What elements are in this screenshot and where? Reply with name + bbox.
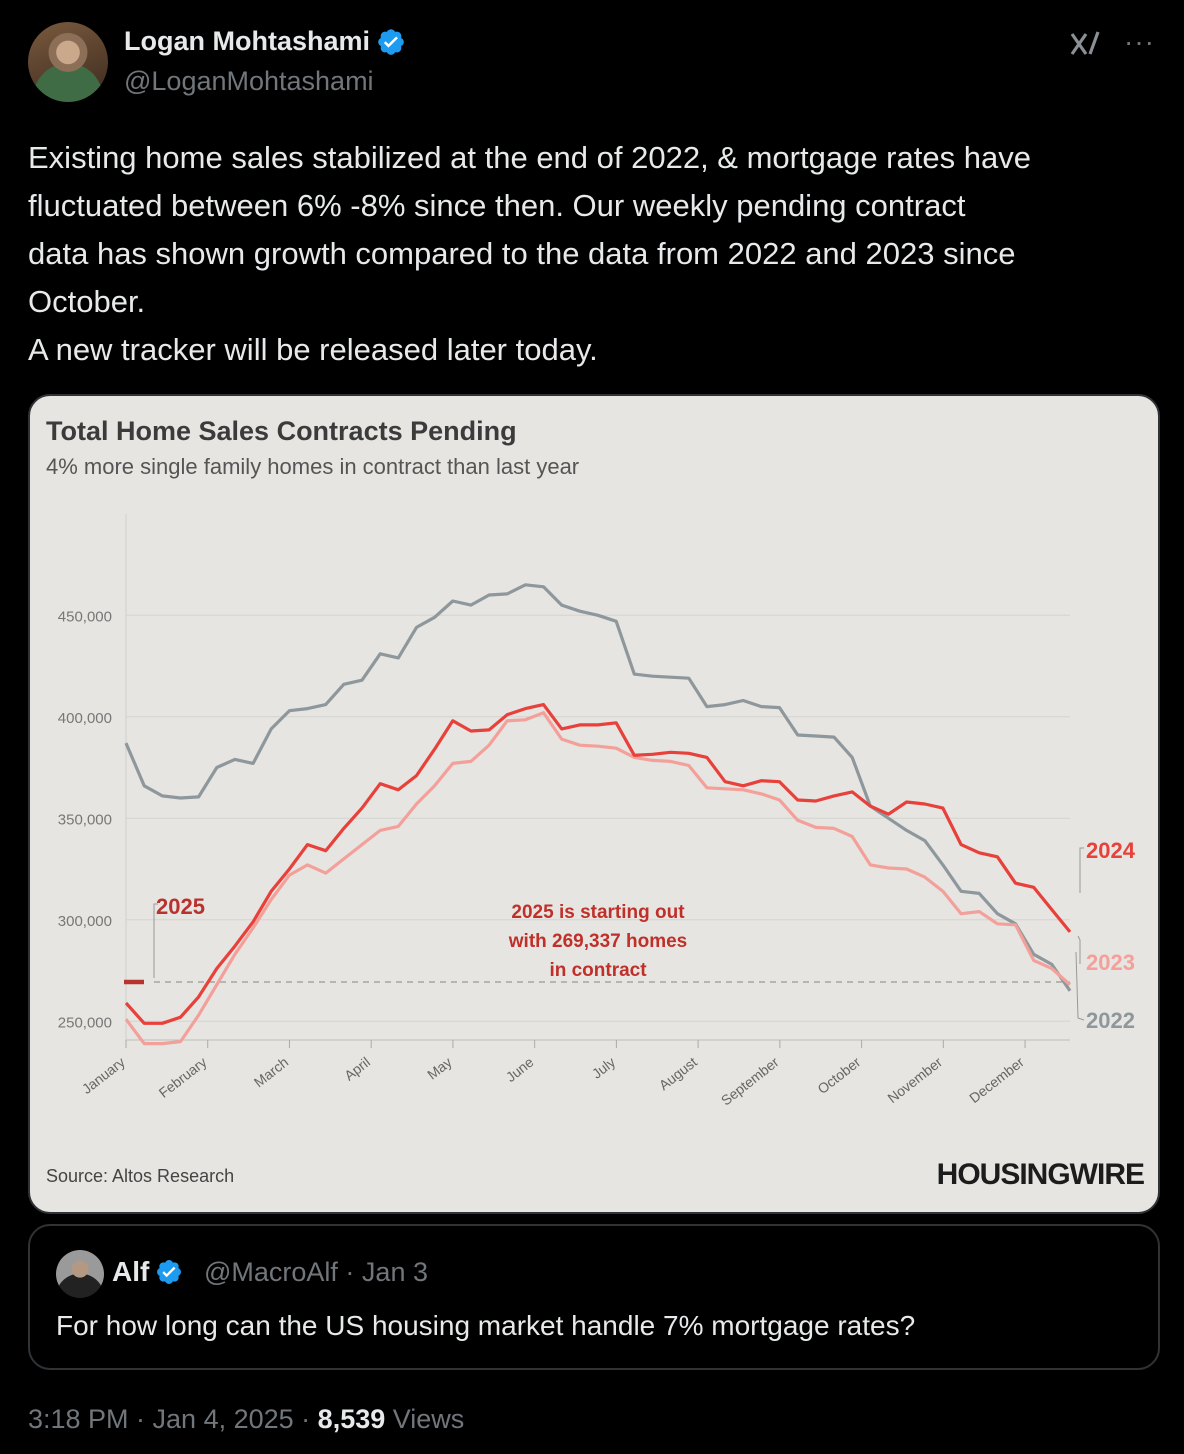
x-tick-label: January xyxy=(79,1054,128,1097)
x-tick-label: October xyxy=(814,1054,863,1097)
chart-svg: Total Home Sales Contracts Pending 4% mo… xyxy=(46,416,1145,1191)
chart-title: Total Home Sales Contracts Pending xyxy=(46,416,517,446)
author-avatar[interactable] xyxy=(28,22,108,102)
x-tick-label: November xyxy=(884,1054,945,1107)
x-tick-label: August xyxy=(656,1054,700,1094)
chart-image-card[interactable]: Total Home Sales Contracts Pending 4% mo… xyxy=(28,394,1160,1214)
tweet-meta: 3:18 PM · Jan 4, 2025 · 8,539 Views xyxy=(28,1404,464,1435)
y-tick-label: 300,000 xyxy=(58,913,112,930)
y-axis-ticks: 450,000 400,000 350,000 300,000 250,000 xyxy=(58,608,112,1031)
label-2024: 2024 xyxy=(1086,838,1136,863)
grok-icon[interactable] xyxy=(1068,28,1104,60)
leader-2024 xyxy=(1079,847,1084,893)
quoted-tweet-text: For how long can the US housing market h… xyxy=(56,1310,916,1341)
y-tick-label: 350,000 xyxy=(58,811,112,828)
y-tick-label: 450,000 xyxy=(58,608,112,625)
series-line-2022 xyxy=(124,583,1072,992)
annotation-line-1: 2025 is starting out xyxy=(511,902,685,923)
x-tick-label: July xyxy=(589,1054,618,1082)
series-line-2023 xyxy=(124,711,1072,1046)
y-tick-label: 400,000 xyxy=(58,710,112,727)
x-tick-label: April xyxy=(341,1054,373,1084)
series-line-2024 xyxy=(124,703,1072,1025)
verified-badge-icon xyxy=(157,1260,182,1284)
chart-subtitle: 4% more single family homes in contract … xyxy=(46,454,579,479)
views-count: 8,539 xyxy=(317,1404,386,1434)
tweet-line: October. xyxy=(28,284,146,319)
quoted-author-name[interactable]: Alf xyxy=(112,1256,183,1288)
tweet-line: data has shown growth compared to the da… xyxy=(28,236,1016,271)
leader-2023 xyxy=(1077,935,1081,964)
verified-badge-icon xyxy=(378,28,404,55)
chart-source: Source: Altos Research xyxy=(46,1166,234,1186)
label-2025: 2025 xyxy=(156,894,205,919)
leader-2022 xyxy=(1075,951,1085,1021)
x-tick-label: June xyxy=(503,1054,537,1085)
series-labels: 2025 2024 2023 2022 xyxy=(153,838,1136,1033)
label-2022: 2022 xyxy=(1086,1008,1135,1033)
author-name[interactable]: Logan Mohtashami xyxy=(124,26,406,57)
chart-lines xyxy=(124,583,1072,1046)
x-tick-label: December xyxy=(966,1054,1027,1107)
quoted-tweet[interactable]: Alf @MacroAlf · Jan 3 For how long can t… xyxy=(28,1224,1160,1370)
y-tick-label: 250,000 xyxy=(58,1014,112,1031)
quoted-author-handle: @MacroAlf · Jan 3 xyxy=(204,1257,428,1287)
tweet-line: A new tracker will be released later tod… xyxy=(28,332,598,367)
leader-2025 xyxy=(153,903,158,978)
label-2023: 2023 xyxy=(1086,950,1135,975)
x-tick-label: February xyxy=(156,1054,210,1101)
x-axis-ticks: January February March April May June July Augu… xyxy=(79,1040,1027,1109)
tweet-text: Existing home sales stabilized at the en… xyxy=(28,134,1168,374)
x-tick-label: September xyxy=(718,1054,782,1109)
more-options-icon[interactable]: ··· xyxy=(1124,26,1155,57)
housingwire-logo: HOUSINGWIRE xyxy=(937,1158,1144,1191)
tweet-line: fluctuated between 6% -8% since then. Ou… xyxy=(28,188,966,223)
annotation-line-2: with 269,337 homes xyxy=(508,931,687,952)
quoted-author-avatar[interactable] xyxy=(56,1250,104,1298)
annotation-line-3: in contract xyxy=(549,960,647,981)
tweet-line: Existing home sales stabilized at the en… xyxy=(28,140,1031,175)
x-tick-label: March xyxy=(251,1054,292,1091)
timestamp[interactable]: 3:18 PM · Jan 4, 2025 · xyxy=(28,1404,318,1434)
x-tick-label: May xyxy=(424,1054,455,1083)
views-label: Views xyxy=(385,1404,465,1434)
author-handle[interactable]: @LoganMohtashami xyxy=(124,66,374,96)
